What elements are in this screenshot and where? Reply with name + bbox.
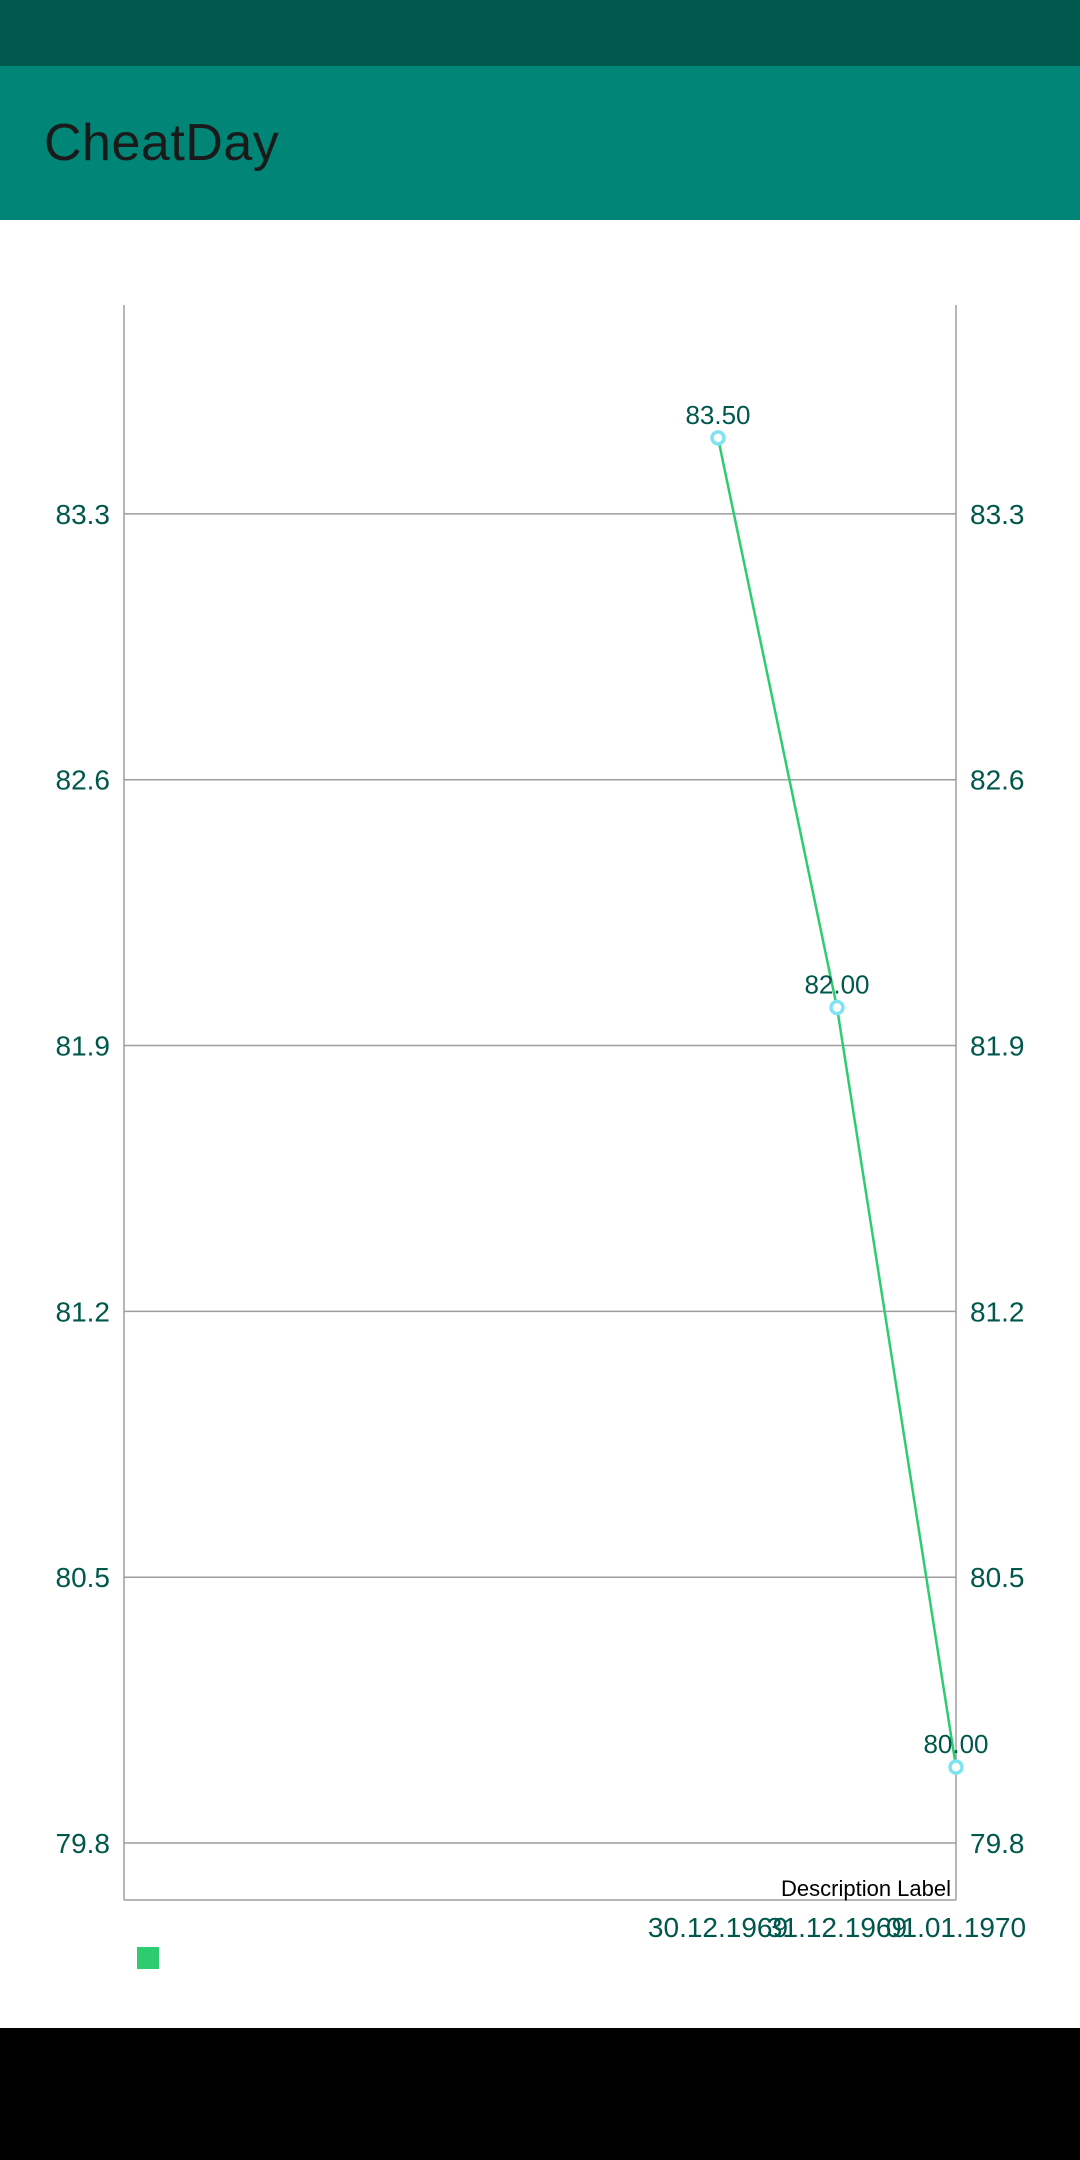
y-tick-label-left: 79.8 bbox=[56, 1828, 111, 1859]
y-tick-label-right: 81.9 bbox=[970, 1031, 1025, 1062]
description-label: Description Label bbox=[781, 1876, 951, 1901]
y-tick-label-right: 83.3 bbox=[970, 499, 1025, 530]
app-title: CheatDay bbox=[44, 114, 280, 172]
data-point bbox=[710, 430, 726, 446]
y-tick-label-left: 81.9 bbox=[56, 1031, 111, 1062]
navigation-bar bbox=[0, 2028, 1080, 2160]
data-point bbox=[829, 999, 845, 1016]
y-tick-label-left: 81.2 bbox=[56, 1296, 111, 1327]
data-point bbox=[948, 1759, 964, 1775]
points-layer bbox=[710, 430, 964, 1775]
x-tick-label: 30.12.1969 bbox=[648, 1912, 788, 1943]
weight-line-chart[interactable]: 83.3 83.3 82.6 82.6 81.9 81.9 81.2 81.2 80.5 80.5… bbox=[0, 0, 1080, 2028]
y-tick-label-right: 81.2 bbox=[970, 1296, 1025, 1327]
series-line bbox=[716, 437, 958, 1768]
y-tick-label-right: 79.8 bbox=[970, 1828, 1025, 1859]
data-label: 82.00 bbox=[804, 970, 869, 1000]
x-tick-label: 01.01.1970 bbox=[886, 1912, 1026, 1943]
axes-layer bbox=[123, 305, 957, 1901]
y-tick-label-right: 82.6 bbox=[970, 765, 1025, 796]
y-tick-label-left: 82.6 bbox=[56, 765, 111, 796]
grid-layer bbox=[124, 513, 956, 1844]
status-bar bbox=[0, 0, 1080, 66]
y-tick-label-left: 83.3 bbox=[56, 499, 111, 530]
data-label: 80.00 bbox=[923, 1729, 988, 1759]
data-label: 83.50 bbox=[685, 400, 750, 430]
app-bar: CheatDay bbox=[0, 66, 1080, 220]
y-tick-label-left: 80.5 bbox=[56, 1562, 111, 1593]
x-tick-label: 31.12.1969 bbox=[767, 1912, 907, 1943]
legend-swatch bbox=[137, 1947, 159, 1969]
y-tick-label-right: 80.5 bbox=[970, 1562, 1025, 1593]
line-layer bbox=[716, 437, 958, 1768]
content-area bbox=[0, 220, 1080, 2028]
labels-layer: 83.3 83.3 82.6 82.6 81.9 81.9 81.2 81.2 80.5 80.5… bbox=[56, 400, 1027, 1943]
